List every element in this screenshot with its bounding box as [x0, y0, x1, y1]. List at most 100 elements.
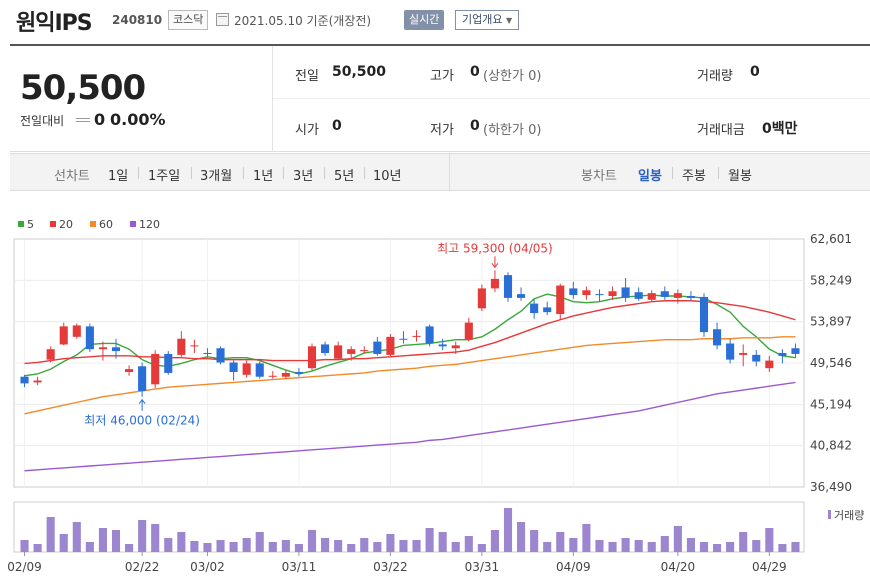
- volume-bar: [752, 540, 761, 552]
- candle-body: [477, 288, 486, 309]
- amount-value: 0백만: [762, 121, 798, 137]
- ma-line-120: [24, 381, 796, 472]
- candle-body: [569, 288, 578, 296]
- y-tick-label: 36,490: [810, 480, 852, 494]
- range-3m[interactable]: 3개월: [200, 169, 233, 184]
- range-1w[interactable]: 1주일: [148, 169, 181, 184]
- candle-body: [216, 348, 225, 363]
- y-tick-label: 53,897: [810, 315, 852, 329]
- unchanged-icon: [76, 118, 90, 122]
- realtime-button[interactable]: 실시간: [404, 10, 445, 30]
- candle-body: [72, 325, 81, 337]
- y-tick-label: 62,601: [810, 232, 852, 246]
- volume-bar: [164, 538, 173, 552]
- divider: [273, 98, 870, 99]
- legend-swatch: [18, 221, 24, 227]
- legend-label: 60: [99, 218, 113, 231]
- range-5y[interactable]: 5년: [334, 169, 355, 184]
- candle-body: [203, 352, 212, 354]
- volume-bar: [778, 544, 787, 552]
- candle-body: [399, 338, 408, 340]
- candle-body: [765, 360, 774, 369]
- volume-legend-swatch: [828, 510, 831, 519]
- candle-body: [334, 345, 343, 359]
- candle-body: [543, 307, 552, 313]
- legend-ma120: 120: [130, 218, 160, 231]
- range-1d[interactable]: 1일: [108, 169, 129, 184]
- candle-body: [608, 291, 617, 296]
- candle-body: [752, 354, 761, 362]
- x-tick-label: 04/09: [556, 560, 591, 574]
- volume-bar: [425, 528, 434, 552]
- ma-line-60: [24, 336, 796, 415]
- candle-weekly[interactable]: 주봉: [682, 169, 706, 184]
- candle-daily[interactable]: 일봉: [638, 169, 662, 184]
- current-price: 50,500: [20, 68, 146, 108]
- volume-bar: [608, 542, 617, 552]
- divider: [449, 154, 450, 190]
- volume-bar: [72, 522, 81, 552]
- candle-body: [726, 343, 735, 360]
- y-tick-label: 58,249: [810, 273, 852, 287]
- candle-body: [660, 291, 669, 297]
- volume-bar: [307, 530, 317, 552]
- candle-monthly[interactable]: 월봉: [728, 169, 752, 184]
- company-overview-button[interactable]: 기업개요 ▼: [455, 10, 520, 30]
- candle-body: [595, 294, 604, 296]
- volume-bar: [216, 540, 225, 552]
- divider: [272, 46, 273, 152]
- volume-bar: [791, 542, 800, 552]
- candle-body: [242, 363, 251, 375]
- volume-bar: [255, 532, 264, 552]
- volume-bar: [85, 542, 94, 552]
- volume-bar: [98, 528, 107, 552]
- separator: [718, 167, 719, 179]
- volume-bar: [673, 526, 682, 552]
- min-price-label: 최저 46,000 (02/24): [84, 414, 200, 428]
- candle-body: [634, 292, 643, 299]
- volume-bar: [686, 538, 695, 552]
- ma-line-20: [24, 300, 796, 365]
- volume-bar: [373, 542, 382, 552]
- candle-body: [347, 349, 356, 354]
- volume-bar: [647, 542, 656, 552]
- amount-label: 거래대금: [697, 123, 745, 138]
- candle-body: [713, 329, 722, 346]
- volume-bar: [59, 534, 68, 552]
- title-row: 원익IPS 240810 코스닥 2021.05.10 기준(개장전) 실시간 …: [0, 0, 870, 40]
- volume-bar: [125, 544, 134, 552]
- volume-bar: [268, 542, 277, 552]
- range-10y[interactable]: 10년: [373, 169, 402, 184]
- legend-label: 5: [27, 218, 34, 231]
- separator: [191, 167, 192, 179]
- volume-bar: [451, 542, 460, 552]
- x-tick-label: 02/22: [125, 560, 160, 574]
- volume-bar: [190, 541, 199, 552]
- legend-swatch: [130, 221, 136, 227]
- change-label: 전일대비: [20, 114, 65, 128]
- candle-body: [98, 347, 107, 350]
- separator: [283, 167, 284, 179]
- lower-limit: (하한가 0): [483, 123, 542, 138]
- chart-period-bar: 선차트 1일 1주일 3개월 1년 3년 5년 10년 봉차트 일봉 주봉 월봉: [10, 153, 870, 191]
- price-summary-panel: 50,500 전일대비 0 0.00% 전일 50,500 고가 0 (상한가 …: [10, 44, 870, 152]
- volume-bar: [399, 540, 408, 552]
- change-value: 0: [94, 110, 106, 129]
- volume-bar: [595, 540, 604, 552]
- volume-bar: [530, 530, 539, 552]
- volume-bar: [739, 532, 748, 552]
- candle-body: [138, 366, 147, 391]
- x-tick-label: 03/22: [373, 560, 408, 574]
- prev-close-value: 50,500: [332, 64, 387, 80]
- range-3y[interactable]: 3년: [293, 169, 314, 184]
- legend-ma60: 60: [90, 218, 113, 231]
- x-tick-label: 03/02: [190, 560, 225, 574]
- volume-legend-label: 거래량: [834, 509, 864, 522]
- volume-bar: [281, 540, 290, 552]
- volume-bar: [713, 544, 722, 552]
- calendar-icon: [216, 13, 229, 26]
- range-1y[interactable]: 1년: [253, 169, 274, 184]
- legend-ma5: 5: [18, 218, 34, 231]
- base-date-suffix: 기준(개장전): [306, 14, 372, 28]
